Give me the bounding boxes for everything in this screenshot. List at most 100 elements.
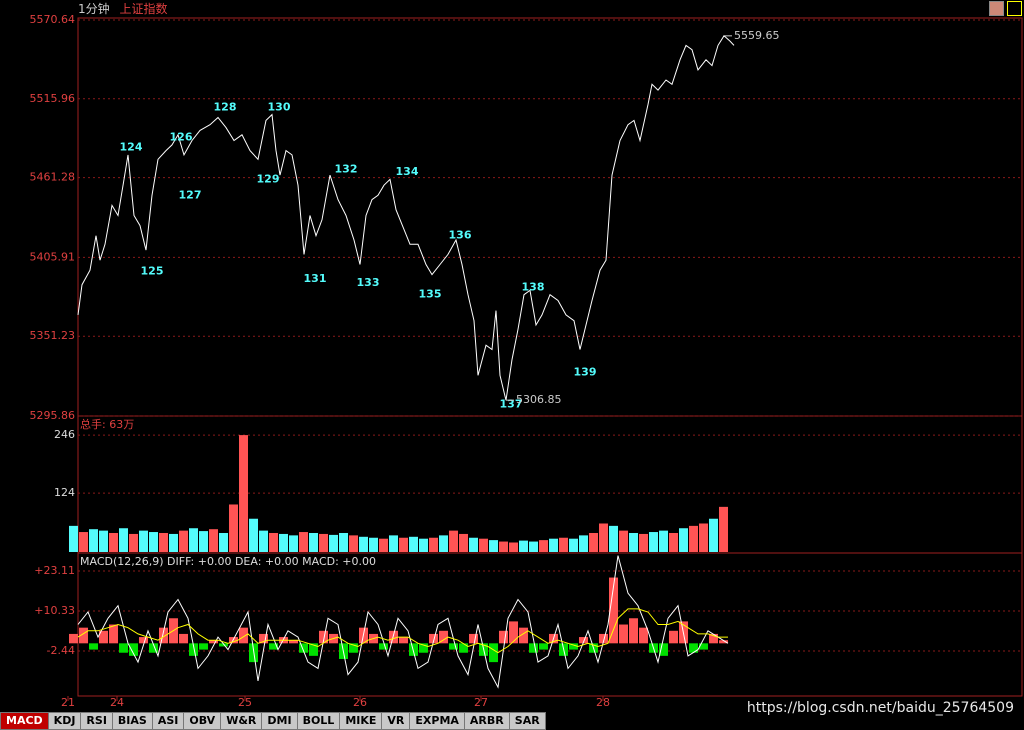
- macd-bar: [569, 643, 578, 650]
- volume-bar: [249, 518, 258, 552]
- y-tick-label: +10.33: [34, 604, 75, 617]
- volume-bar: [309, 532, 318, 552]
- tab[interactable]: KDJ: [47, 712, 82, 730]
- tab[interactable]: ASI: [151, 712, 185, 730]
- volume-bar: [719, 506, 728, 552]
- macd-bar: [69, 633, 78, 644]
- macd-bar: [519, 627, 528, 644]
- volume-bar: [399, 537, 408, 552]
- volume-title: 总手: 63万: [80, 417, 134, 431]
- volume-bar: [449, 530, 458, 552]
- x-tick-label: 28: [596, 696, 610, 709]
- x-tick-label: 24: [110, 696, 124, 709]
- y-tick-label: 5515.96: [30, 92, 76, 105]
- wave-label: 128: [214, 100, 237, 113]
- macd-bar: [439, 630, 448, 644]
- volume-bar: [559, 537, 568, 552]
- macd-bar: [509, 621, 518, 644]
- tab[interactable]: VR: [381, 712, 411, 730]
- wave-label: 137: [500, 397, 523, 410]
- y-tick-label: +23.11: [34, 564, 75, 577]
- y-tick-label: 5405.91: [30, 250, 76, 263]
- macd-bar: [379, 643, 388, 650]
- macd-bar: [179, 633, 188, 644]
- volume-bar: [189, 528, 198, 552]
- volume-bar: [149, 532, 158, 552]
- tab[interactable]: RSI: [80, 712, 113, 730]
- wave-label: 126: [170, 131, 193, 144]
- volume-bar: [299, 532, 308, 552]
- period[interactable]: 1分钟: [78, 2, 110, 16]
- volume-bar: [129, 533, 138, 552]
- x-tick-label: 26: [353, 696, 367, 709]
- x-tick-label: 27: [474, 696, 488, 709]
- window-icons: [989, 1, 1022, 16]
- volume-bar: [709, 518, 718, 552]
- tab[interactable]: EXPMA: [409, 712, 465, 730]
- frame: [77, 17, 1023, 697]
- macd-bar: [109, 624, 118, 644]
- index-name: 上证指数: [119, 2, 168, 16]
- volume-bar: [669, 532, 678, 552]
- wave-label: 136: [449, 229, 472, 242]
- macd-title: MACD(12,26,9) DIFF: +0.00 DEA: +0.00 MAC…: [80, 555, 376, 568]
- macd-bar: [459, 643, 468, 653]
- volume-bar: [459, 533, 468, 552]
- tab[interactable]: MACD: [0, 712, 49, 730]
- wave-label: 135: [419, 288, 442, 301]
- icon[interactable]: [989, 1, 1004, 16]
- volume-bar: [369, 537, 378, 552]
- macd-bar: [79, 627, 88, 644]
- volume-bar: [169, 533, 178, 552]
- volume-bar: [69, 525, 78, 552]
- tab[interactable]: BIAS: [111, 712, 153, 730]
- macd-bar: [599, 633, 608, 644]
- watermark: https://blog.csdn.net/baidu_25764509: [746, 700, 1014, 716]
- volume-bar: [329, 534, 338, 552]
- wave-label: 139: [574, 366, 597, 379]
- volume-bar: [179, 530, 188, 552]
- volume-bar: [159, 532, 168, 552]
- volume-bar: [629, 532, 638, 552]
- icon[interactable]: [1007, 1, 1022, 16]
- extreme-label: 5306.85: [516, 393, 562, 406]
- tab[interactable]: SAR: [508, 712, 546, 730]
- y-tick-label: 5295.86: [30, 409, 76, 422]
- y-tick-label: 5461.28: [30, 171, 76, 184]
- tab[interactable]: BOLL: [296, 712, 341, 730]
- volume-bar: [609, 525, 618, 552]
- macd-bar: [189, 643, 198, 656]
- macd-bar: [199, 643, 208, 650]
- price-line: [77, 35, 735, 401]
- macd-bar: [579, 637, 588, 644]
- macd-bar: [489, 643, 498, 663]
- volume-bar: [109, 532, 118, 552]
- volume-bar: [469, 537, 478, 552]
- macd-bar: [619, 624, 628, 644]
- volume-bar: [509, 542, 518, 552]
- tab[interactable]: MIKE: [339, 712, 383, 730]
- volume-bar: [319, 533, 328, 552]
- macd-bar: [259, 633, 268, 644]
- x-tick-label: 25: [238, 696, 252, 709]
- tab[interactable]: OBV: [183, 712, 222, 730]
- volume-bar: [289, 535, 298, 552]
- wave-label: 124: [120, 141, 143, 154]
- volume-bar: [239, 435, 248, 552]
- macd-bar: [319, 630, 328, 644]
- volume-bar: [529, 541, 538, 552]
- volume-bar: [439, 535, 448, 552]
- macd-bar: [139, 637, 148, 644]
- indicator-tabs: MACD KDJ RSI BIAS ASI OBV W&R DMI BOLL MIKE VR EXPM…: [0, 712, 546, 730]
- volume-bar: [639, 533, 648, 552]
- volume-bar: [259, 530, 268, 552]
- wave-label: 130: [268, 100, 291, 113]
- tab[interactable]: ARBR: [463, 712, 510, 730]
- volume-bar: [659, 530, 668, 552]
- volume-bar: [599, 523, 608, 552]
- tab[interactable]: DMI: [261, 712, 298, 730]
- tab[interactable]: W&R: [220, 712, 263, 730]
- volume-bar: [279, 533, 288, 552]
- volume-bar: [219, 532, 228, 552]
- volume-bar: [649, 532, 658, 552]
